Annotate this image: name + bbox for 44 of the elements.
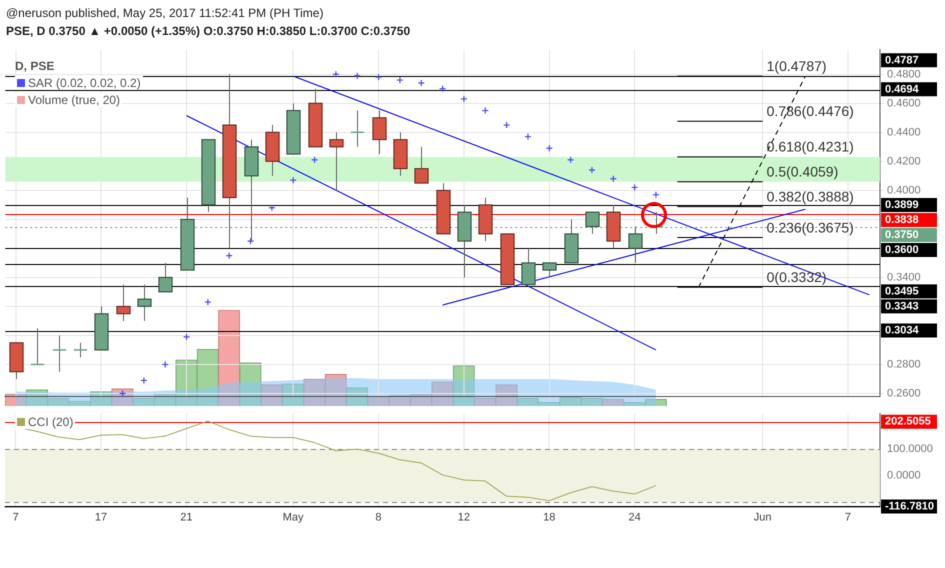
legend-label: CCI (20) [28,415,74,429]
annotation: D, PSE [15,58,56,75]
x-tick-label: Jun [754,511,772,524]
ref-line-label: 0.3495 [885,285,919,298]
x-tick-label: 21 [180,511,193,524]
annotation: 0(0.3332) [766,269,827,286]
x-tick-label: 12 [458,511,470,524]
annotation: 0.5(0.4059) [766,164,838,180]
chart-subtitle: PSE, D 0.3750 ▲ +0.0050 (+1.35%) O:0.3750 H:0.3850 L:0.3700 C:0.3750 [6,23,410,40]
chart-title: @neruson published, May 25, 2017 11:52:41 PM (PH Time) [6,5,324,22]
y-tick-label: 0.4800 [887,68,921,80]
ref-line-label: 0.3750 [885,229,919,242]
y-tick-label: 0.2600 [887,388,921,400]
annotation: 0.236(0.3675) [766,219,854,236]
ref-line-label: 0.3600 [885,244,919,256]
ref-line-label: 0.3899 [885,199,919,212]
y-tick-label: 0.4400 [887,126,921,138]
x-tick-label: 8 [375,511,382,524]
x-tick-label: May [282,511,304,524]
x-tick-label: 7 [12,511,19,524]
ref-line-label: 0.4787 [885,54,919,66]
y-tick-label: 0.0000 [887,470,921,482]
x-tick-label: 17 [94,511,108,524]
y-tick-label: 0.2800 [887,358,921,371]
annotation: 1(0.4787) [766,58,827,74]
annotation: 0.786(0.4476) [766,103,854,120]
ref-line-label: 202.5055 [885,416,931,428]
annotation: 0.618(0.4231) [766,138,854,155]
y-tick-label: 0.3400 [887,271,921,284]
y-tick-label: 100.0000 [887,442,933,455]
legend-label: Volume (true, 20) [28,93,120,107]
x-tick-label: 18 [543,511,556,524]
y-tick-label: 0.4600 [887,97,921,110]
annotation: 0.382(0.3888) [766,188,854,204]
y-tick-label: 0.4200 [887,155,921,168]
y-tick-label: 0.4000 [887,184,921,196]
ref-line-label: 0.4694 [885,83,920,96]
ref-line-label: 0.3838 [885,214,919,226]
legend-label: SAR (0.02, 0.02, 0.2) [28,76,141,90]
ref-line-label: 0.3034 [885,324,920,337]
ref-line-label: 0.3343 [885,300,919,312]
x-tick-label: 7 [844,511,852,524]
x-tick-label: 24 [628,511,641,524]
ref-line-label: -116.7810 [885,500,934,513]
